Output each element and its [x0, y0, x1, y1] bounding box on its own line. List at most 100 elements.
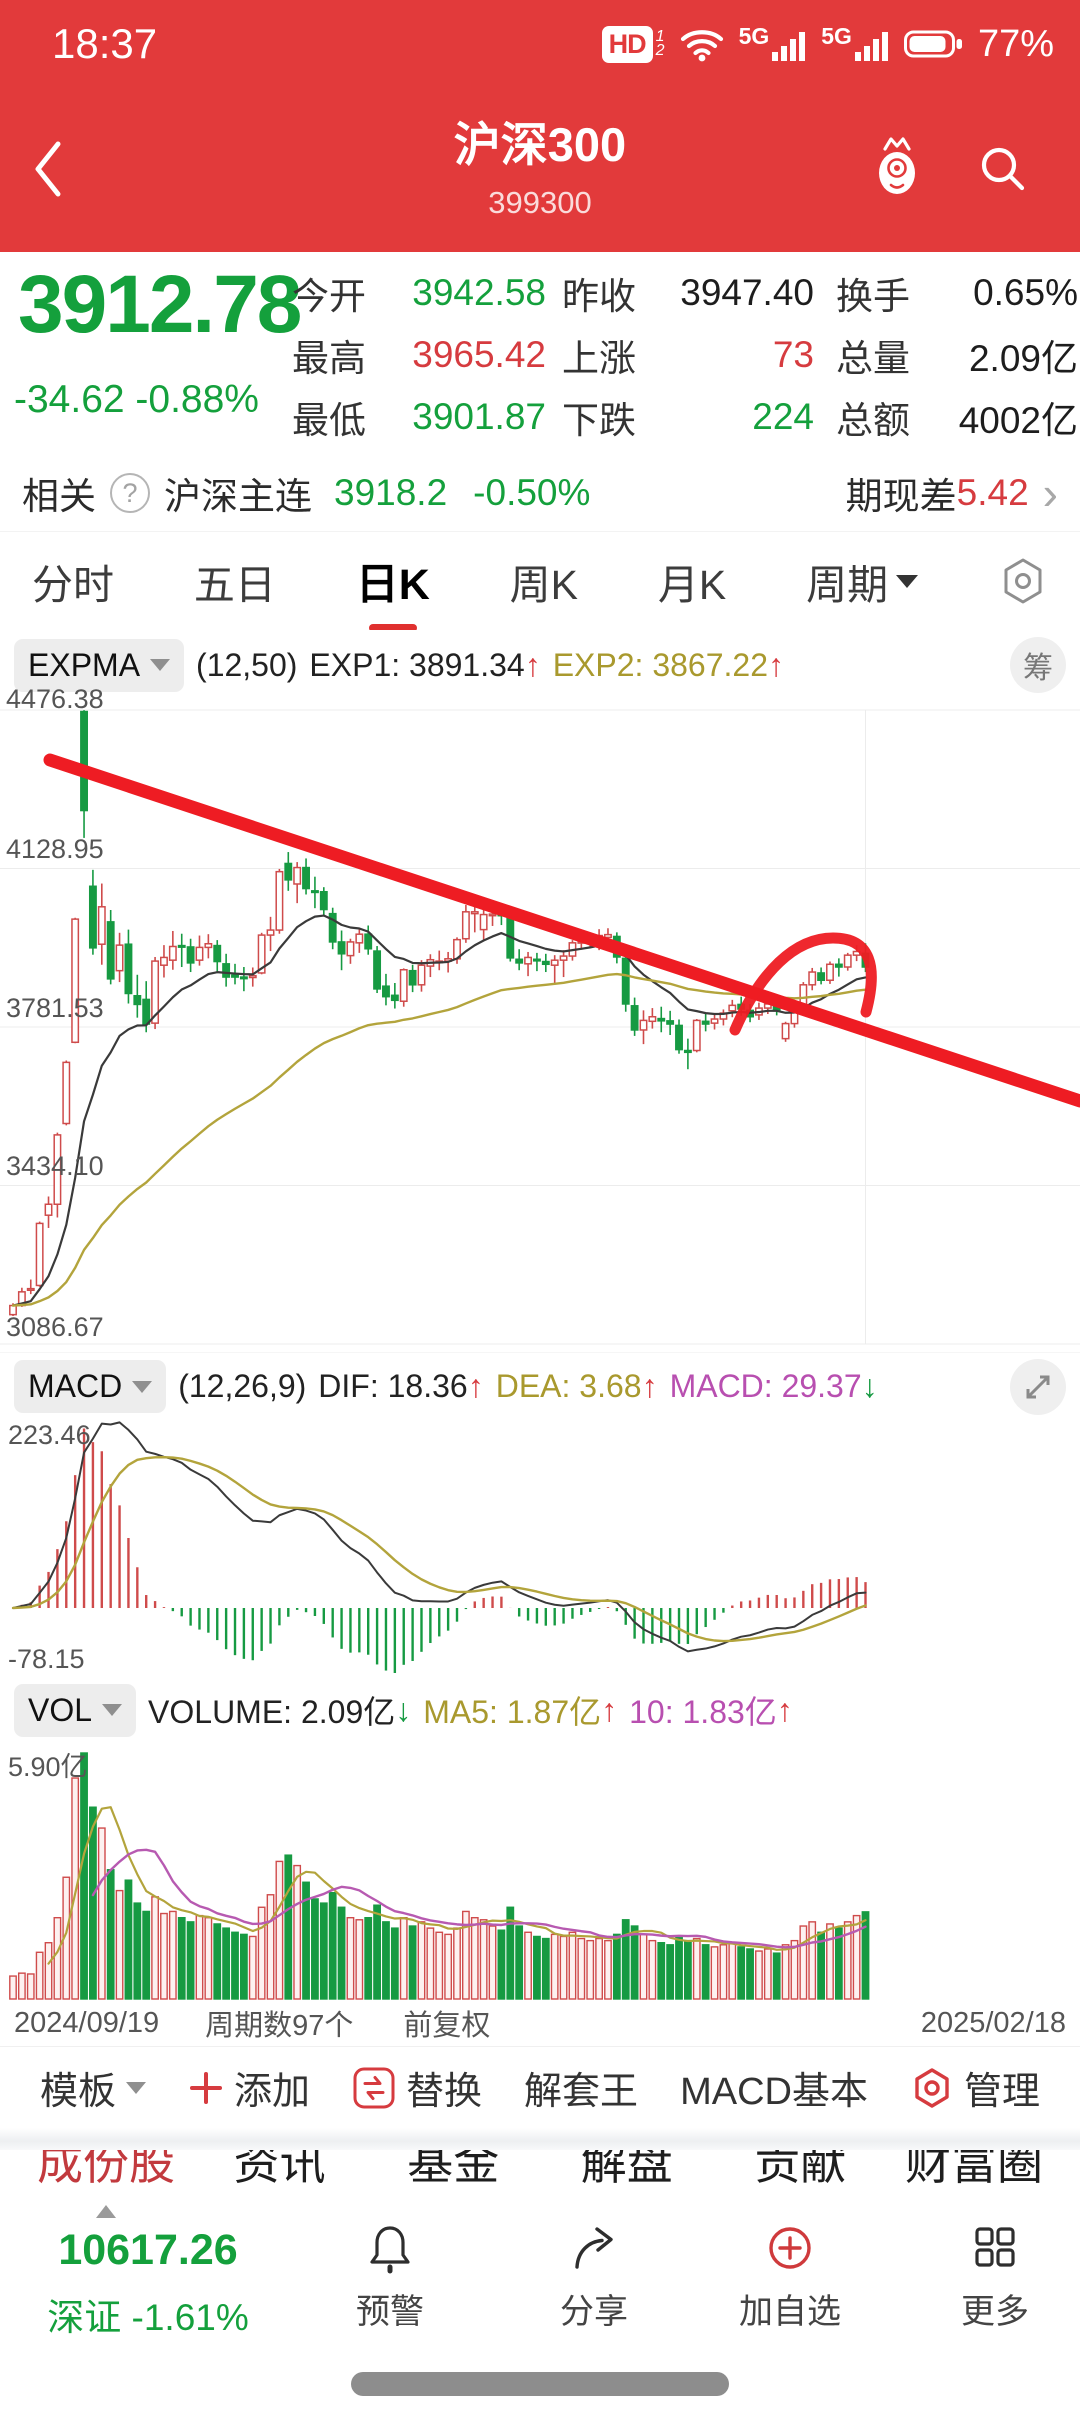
mascot-button[interactable]	[864, 134, 930, 209]
candlestick-svg	[0, 709, 1080, 1345]
nav-funds[interactable]: 基金	[407, 2150, 500, 2189]
up-arrow-icon: ↑	[467, 1368, 484, 1404]
add-indicator-button[interactable]: 添加	[188, 2060, 310, 2115]
up-arrow-icon: ↑	[524, 646, 541, 683]
status-time: 18:37	[52, 20, 158, 67]
related-change: -0.50%	[473, 472, 591, 513]
main-candle-chart[interactable]: 4476.38 4128.95 3781.53 3434.10 3086.67	[0, 684, 1080, 1350]
nav-contribution[interactable]: 贡献	[754, 2150, 847, 2189]
share-button[interactable]: 分享	[524, 2220, 664, 2333]
tab-monthly-k[interactable]: 月K	[657, 562, 727, 608]
chevron-down-icon	[132, 1380, 153, 1393]
axis-start-date: 2024/09/19	[14, 2006, 160, 2039]
down-arrow-icon: ↓	[861, 1368, 878, 1404]
vol-selector[interactable]: VOL	[14, 1683, 137, 1737]
macd-pane-low: -78.15	[8, 1644, 85, 1674]
share-icon	[575, 2227, 613, 2269]
up-arrow-icon: ↑	[601, 1691, 618, 1728]
macd-value: MACD: 29.37	[669, 1368, 862, 1404]
manage-button[interactable]: 管理	[910, 2060, 1040, 2115]
y-axis-label: 4476.38	[6, 684, 104, 714]
related-name: 沪深主连	[164, 476, 312, 517]
more-button[interactable]: 更多	[925, 2220, 1065, 2333]
chevron-down-icon	[896, 574, 919, 588]
battery-percent: 77%	[977, 22, 1054, 65]
bottom-action-bar: 10617.26 深证 -1.61% 预警 分享 加自选 更多	[0, 2218, 1080, 2350]
related-row[interactable]: 相关 ? 沪深主连 3918.2 -0.50% 期现差 5.42 ›	[0, 455, 1080, 532]
tab-weekly-k[interactable]: 周K	[509, 562, 578, 608]
replace-indicator-button[interactable]: 替换	[352, 2060, 482, 2115]
expma-selector[interactable]: EXPMA	[14, 638, 185, 692]
up-arrow-icon: ↑	[641, 1368, 658, 1404]
app-header: 沪深300 399300	[0, 88, 1080, 252]
macd-row: MACD (12,26,9) DIF: 18.36 ↑ DEA: 3.68 ↑ MA…	[0, 1352, 1080, 1420]
nav-constituents[interactable]: 成份股	[24, 2150, 188, 2222]
search-button[interactable]	[974, 140, 1032, 203]
index-value: 10617.26	[58, 2226, 238, 2274]
jietaowang-button[interactable]: 解套王	[524, 2071, 639, 2113]
expand-chart-button[interactable]	[1010, 1358, 1066, 1415]
help-icon[interactable]: ?	[110, 473, 150, 513]
vol-ma5-value: MA5: 1.87亿	[423, 1694, 602, 1730]
battery-icon	[903, 30, 962, 58]
volume-svg	[9, 1752, 870, 2000]
page-title: 沪深300	[453, 118, 627, 171]
index-quote[interactable]: 10617.26 深证 -1.61%	[36, 2226, 260, 2341]
nav-analysis[interactable]: 解盘	[580, 2150, 673, 2189]
axis-adjust-mode[interactable]: 前复权	[403, 2010, 491, 2042]
quote-panel: 3912.78 -34.62 -0.88% 今开 3942.58 昨收 3947.4…	[0, 252, 1080, 455]
macd-svg	[11, 1421, 867, 1673]
macd-basic-button[interactable]: MACD基本	[680, 2071, 868, 2113]
macd-selector[interactable]: MACD	[14, 1360, 167, 1413]
manage-gear-icon	[915, 2067, 949, 2108]
back-button[interactable]	[28, 136, 68, 207]
tab-period-dropdown[interactable]: 周期	[804, 545, 920, 617]
nav-wealth-circle[interactable]: 财富圈	[904, 2150, 1043, 2189]
quote-row: 今开 3942.58 昨收 3947.40 换手 0.65%	[292, 272, 1078, 317]
alert-button[interactable]: 预警	[320, 2220, 460, 2333]
title-block: 沪深300 399300	[240, 106, 840, 221]
axis-end-date: 2025/02/18	[920, 2006, 1066, 2039]
section-divider	[0, 2128, 1080, 2150]
bell-icon	[370, 2226, 410, 2274]
macd-chart[interactable]: 223.46 -78.15	[0, 1420, 1080, 1675]
y-axis-label: 3086.67	[6, 1312, 104, 1342]
chevron-down-icon	[150, 659, 171, 671]
expand-icon	[1026, 1375, 1050, 1398]
y-axis-label: 3434.10	[6, 1151, 104, 1181]
chevron-down-icon	[126, 2081, 147, 2094]
wifi-icon	[680, 30, 723, 62]
up-arrow-icon: ↑	[767, 646, 784, 683]
y-axis-label: 4128.95	[6, 834, 104, 864]
dea-value: DEA: 3.68	[495, 1368, 642, 1404]
chevron-down-icon	[102, 1704, 123, 1716]
add-watchlist-button[interactable]: 加自选	[720, 2220, 860, 2333]
home-indicator[interactable]	[351, 2372, 729, 2396]
chip-distribution-button[interactable]: 筹	[1010, 637, 1066, 693]
signal-icon-sim1: 5G	[739, 25, 808, 62]
vol-pane-high: 5.90亿	[8, 1752, 88, 1782]
chevron-right-icon[interactable]: ›	[1042, 467, 1058, 519]
macd-pane-high: 223.46	[8, 1420, 91, 1450]
down-arrow-icon: ↓	[395, 1691, 412, 1728]
template-button[interactable]: 模板	[40, 2060, 147, 2115]
tab-daily-k[interactable]: 日K	[354, 544, 432, 618]
up-arrow-icon: ↑	[776, 1691, 793, 1728]
related-label: 相关	[22, 476, 96, 517]
bottom-nav: 成份股 资讯 基金 解盘 贡献 财富圈	[0, 2150, 1080, 2222]
dif-value: DIF: 18.36	[318, 1368, 468, 1404]
nav-news[interactable]: 资讯	[233, 2150, 326, 2189]
signal-icon-sim2: 5G	[821, 25, 890, 62]
chart-settings-icon[interactable]	[996, 554, 1050, 608]
vol-row: VOL VOLUME: 2.09亿 ↓ MA5: 1.87亿 ↑ 10: 1.83亿…	[0, 1675, 1080, 1745]
volume-chart[interactable]: 5.90亿	[0, 1745, 1080, 2000]
exp1-value: EXP1: 3891.34	[309, 646, 525, 683]
grid-icon	[975, 2227, 1015, 2267]
basis-value: 5.42	[956, 472, 1029, 513]
y-axis-label: 3781.53	[6, 993, 104, 1023]
tab-5day[interactable]: 五日	[193, 562, 276, 608]
tab-minute[interactable]: 分时	[32, 562, 114, 608]
